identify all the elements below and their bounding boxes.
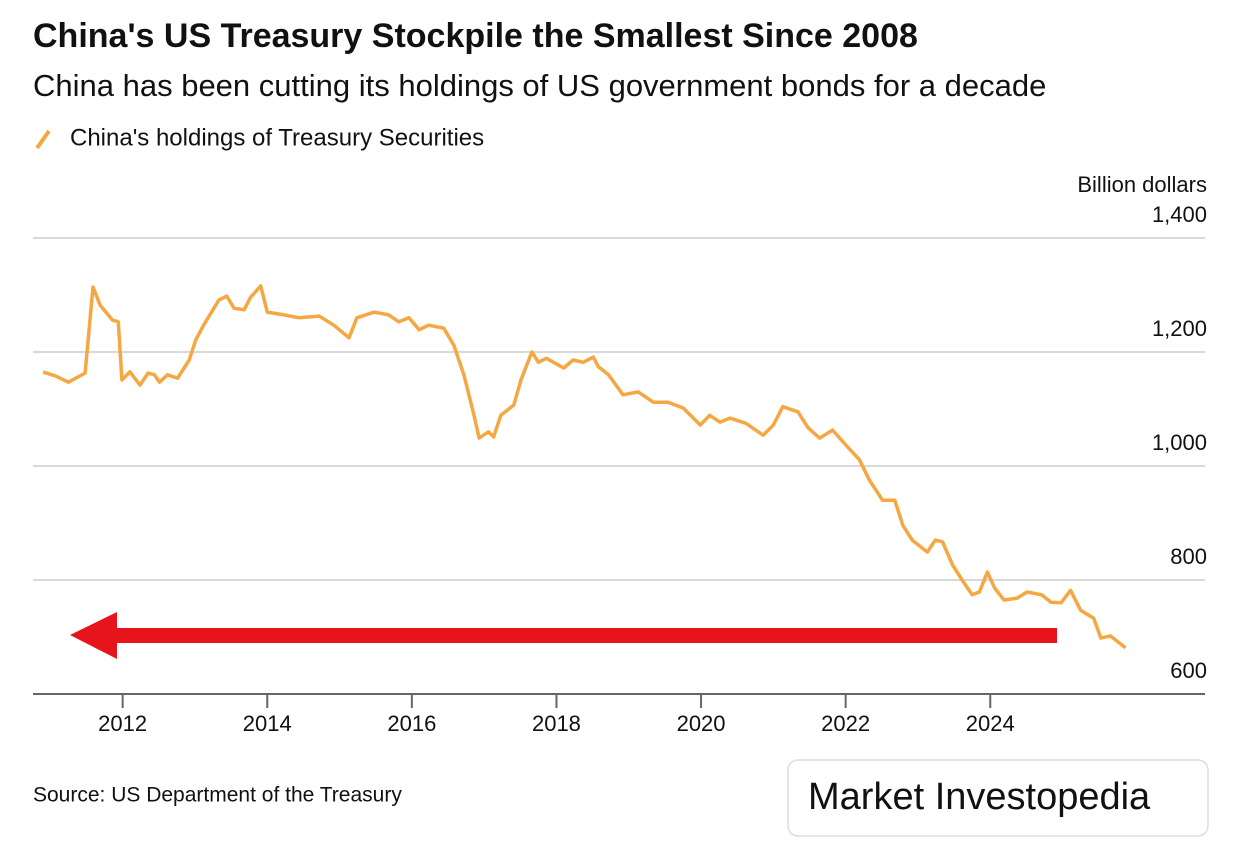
x-tick-label: 2014 (243, 711, 292, 736)
y-tick-label: 1,200 (1152, 316, 1207, 341)
x-tick-label: 2024 (966, 711, 1015, 736)
data-line (42, 284, 1127, 650)
arrow-annotation (70, 612, 1057, 659)
y-axis-label: Billion dollars (1077, 172, 1207, 197)
x-tick-label: 2022 (821, 711, 870, 736)
legend-swatch (35, 129, 51, 150)
x-tick-label: 2020 (677, 711, 726, 736)
legend-label: China's holdings of Treasury Securities (70, 124, 484, 151)
y-tick-label: 1,000 (1152, 430, 1207, 455)
y-tick-label: 600 (1170, 658, 1207, 683)
x-tick-label: 2016 (387, 711, 436, 736)
x-tick-label: 2012 (98, 711, 147, 736)
watermark-box (787, 759, 1209, 837)
chart-title: China's US Treasury Stockpile the Smalle… (33, 17, 918, 55)
y-tick-label: 800 (1170, 544, 1207, 569)
watermark: Market Investopedia (808, 776, 1151, 818)
arrow-shaft (110, 628, 1057, 643)
y-tick-label: 1,400 (1152, 202, 1207, 227)
x-tick-label: 2018 (532, 711, 581, 736)
source-note: Source: US Department of the Treasury (33, 784, 402, 807)
arrow-head (70, 612, 117, 659)
plot-area: 600 800 1,000 1,200 1,400 2012 2014 2016 2018 202… (33, 202, 1207, 736)
chart-subtitle: China has been cutting its holdings of U… (33, 68, 1046, 103)
